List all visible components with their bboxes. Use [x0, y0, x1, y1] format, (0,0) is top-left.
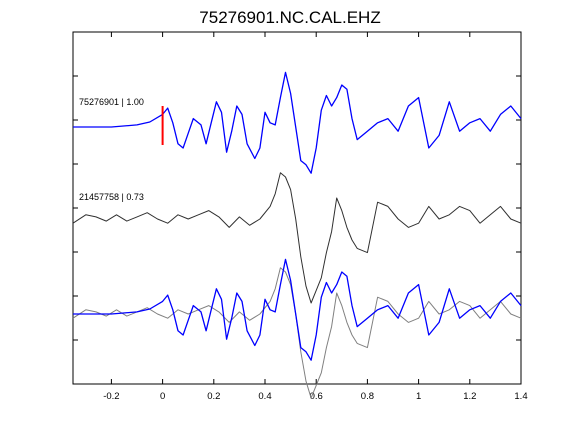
plot-frame: [72, 31, 522, 385]
trace-label-primary: 75276901 | 1.00: [79, 97, 144, 107]
x-tick-label: 1.2: [463, 391, 476, 402]
x-tick-label: 0.8: [361, 391, 374, 402]
trace-area: [72, 71, 522, 399]
chart-title: 75276901.NC.CAL.EHZ: [199, 8, 380, 27]
x-tick-label: 1: [416, 391, 421, 402]
x-tick-label: 0.2: [207, 391, 220, 402]
x-tick-label: 0.4: [258, 391, 271, 402]
x-tick-label: 0.6: [310, 391, 323, 402]
x-axis: -0.2 0 0.2 0.4 0.6 0.8 1 1.2 1.4: [103, 32, 528, 402]
y-axis-ticks: [73, 75, 521, 341]
x-tick-label: -0.2: [103, 391, 119, 402]
trace-primary: [73, 71, 522, 174]
overlay-trace-secondary: [72, 267, 522, 399]
overlay-trace-primary: [73, 258, 522, 361]
x-tick-label: 1.4: [514, 391, 527, 402]
trace-secondary: [72, 172, 522, 304]
trace-label-secondary: 21457758 | 0.73: [79, 192, 144, 202]
x-tick-label: 0: [160, 391, 165, 402]
